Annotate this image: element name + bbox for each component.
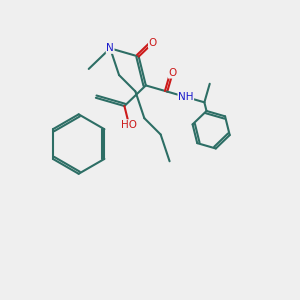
Text: NH: NH [178,92,194,102]
Text: HO: HO [121,120,137,130]
Text: O: O [169,68,177,78]
Text: N: N [106,43,114,53]
Text: O: O [148,38,157,48]
